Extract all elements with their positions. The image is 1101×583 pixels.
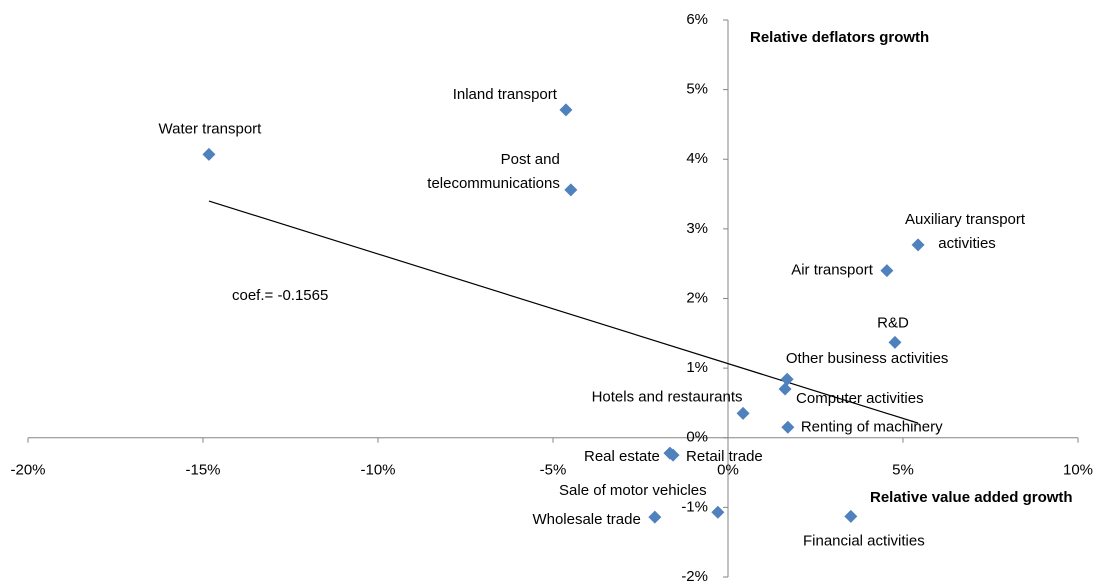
marker — [880, 264, 894, 278]
point-label: R&D — [877, 314, 909, 331]
marker — [888, 335, 902, 349]
point-label: Computer activities — [796, 390, 924, 407]
point-label: Post and telecommunications — [427, 151, 560, 192]
y-tick-label: -1% — [681, 498, 708, 515]
y-tick-label: 2% — [686, 289, 708, 306]
point-label: Hotels and restaurants — [592, 388, 743, 405]
point-label: Auxiliary transport activities — [905, 211, 1026, 252]
marker — [781, 420, 795, 434]
point-label: Water transport — [159, 120, 263, 137]
y-tick-label: 3% — [686, 220, 708, 237]
point-label: Retail trade — [686, 448, 763, 465]
x-tick-label: -15% — [185, 462, 220, 479]
marker — [736, 406, 750, 420]
trendline — [208, 200, 919, 424]
point-label: Real estate — [584, 448, 660, 465]
marker — [911, 238, 925, 252]
x-tick-label: 5% — [892, 462, 914, 479]
y-tick-label: 5% — [686, 81, 708, 98]
x-tick-label: -5% — [540, 462, 567, 479]
marker — [564, 183, 578, 197]
marker — [648, 510, 662, 524]
y-tick-label: 0% — [686, 429, 708, 446]
marker — [711, 505, 725, 519]
marker — [778, 382, 792, 396]
x-tick-label: 0% — [717, 462, 739, 479]
marker — [202, 147, 216, 161]
y-tick-label: 4% — [686, 150, 708, 167]
marker — [559, 103, 573, 117]
point-label: Inland transport — [453, 86, 558, 103]
point-label: Air transport — [791, 262, 874, 279]
marker — [780, 372, 794, 386]
y-tick-label: 6% — [686, 11, 708, 28]
annotation: coef.= -0.1565 — [232, 287, 328, 304]
y-tick-label: -2% — [681, 568, 708, 583]
point-label: Renting of machinery — [801, 418, 943, 435]
x-tick-label: -10% — [360, 462, 395, 479]
point-label: Sale of motor vehicles — [559, 482, 707, 499]
marker — [666, 448, 680, 462]
point-label: Wholesale trade — [532, 511, 640, 528]
x-tick-label: 10% — [1063, 462, 1093, 479]
point-label: Financial activities — [803, 532, 925, 549]
x-axis-title: Relative value added growth — [870, 489, 1073, 506]
x-tick-label: -20% — [10, 462, 45, 479]
y-axis-title: Relative deflators growth — [750, 29, 929, 46]
y-tick-label: 1% — [686, 359, 708, 376]
point-label: Other business activities — [786, 350, 949, 367]
marker — [844, 509, 858, 523]
